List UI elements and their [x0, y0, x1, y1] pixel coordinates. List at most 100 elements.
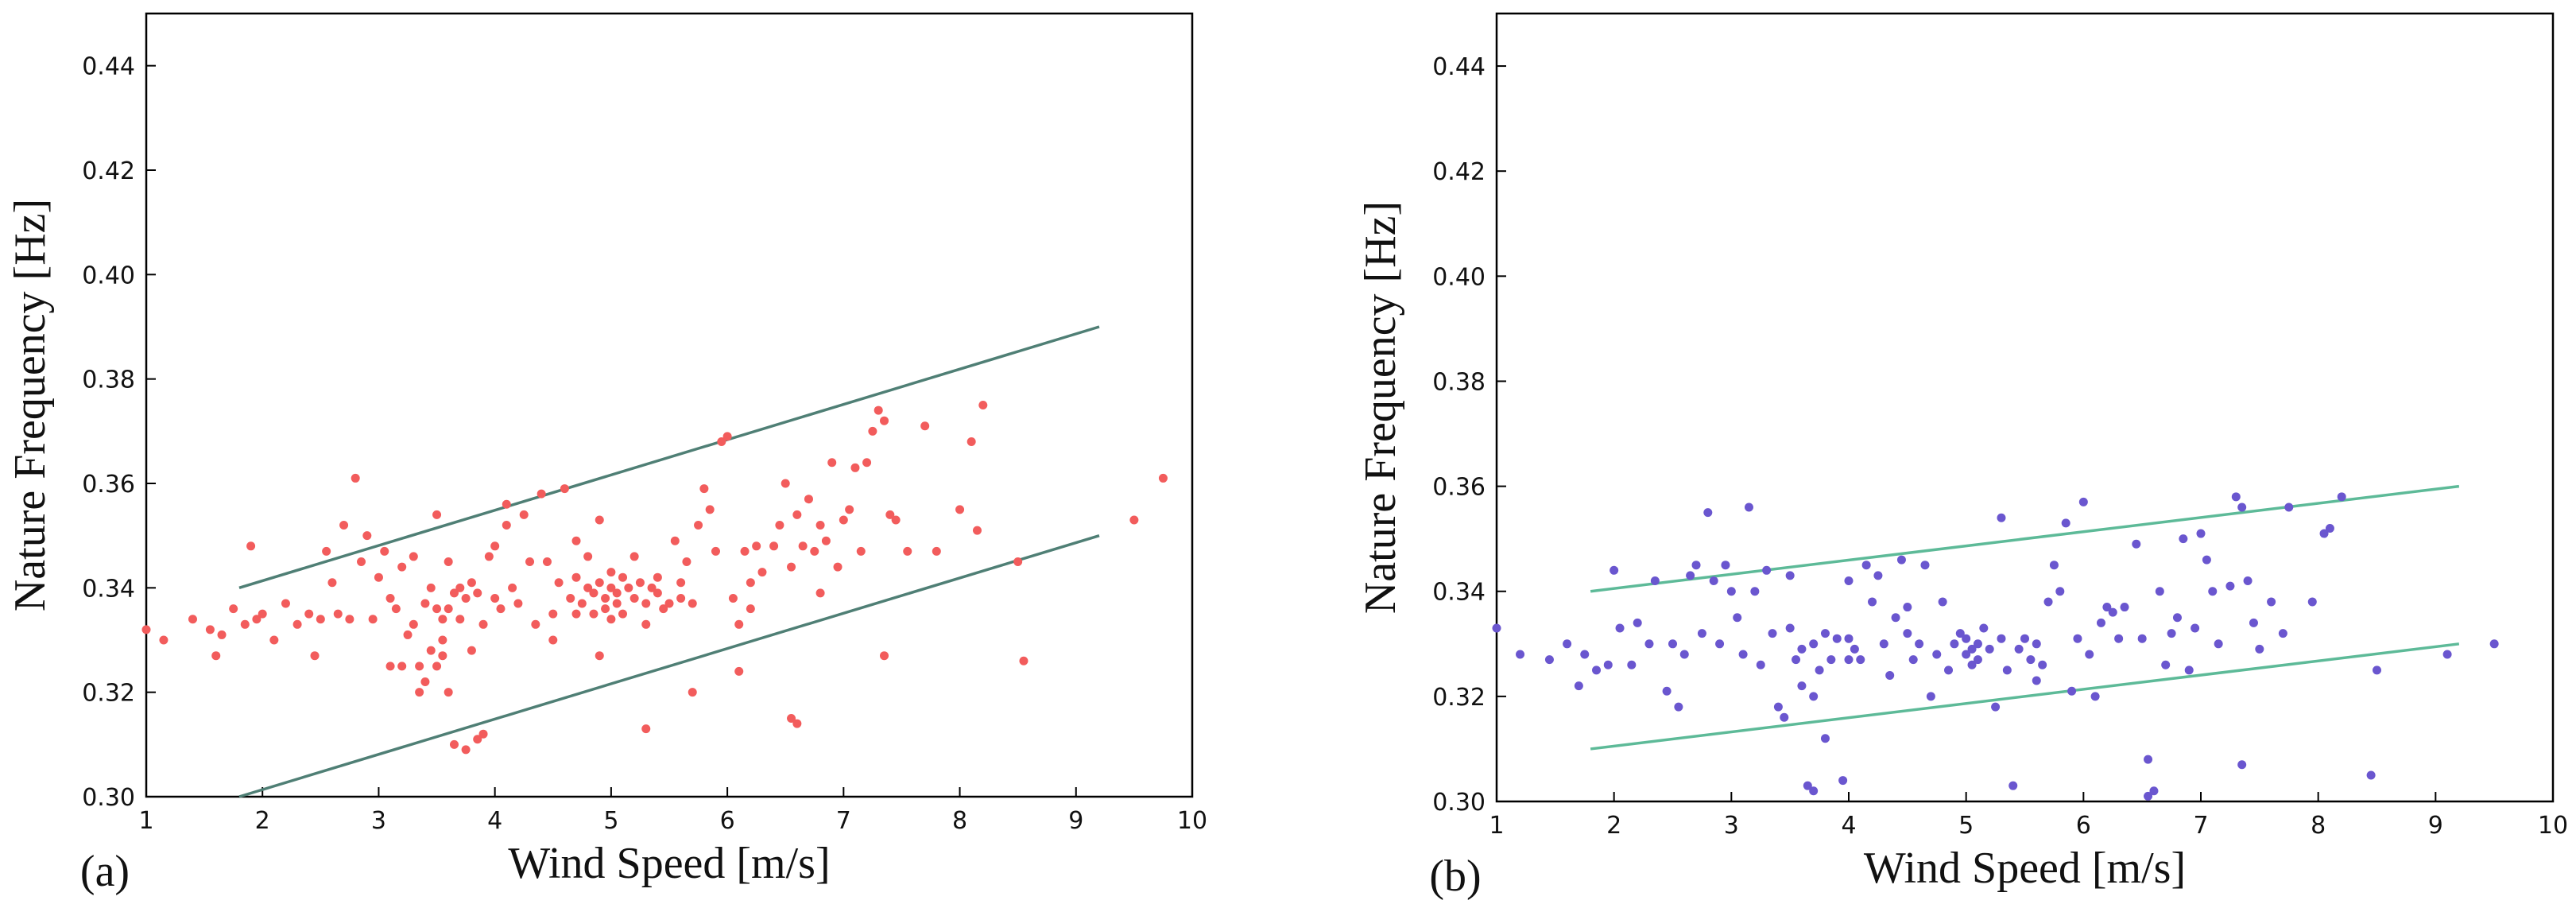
data-point: [2161, 660, 2171, 669]
data-point: [2167, 629, 2176, 638]
data-point: [629, 552, 639, 561]
data-point: [444, 688, 453, 697]
data-point: [2137, 634, 2147, 643]
data-point: [798, 541, 808, 551]
y-tick-label: 0.32: [82, 680, 135, 708]
data-point: [827, 458, 837, 468]
data-point: [444, 557, 453, 566]
data-point: [269, 635, 279, 645]
data-point: [1820, 734, 1830, 743]
data-point: [345, 615, 354, 624]
data-point: [473, 588, 482, 598]
data-point: [380, 546, 389, 556]
data-point: [2144, 755, 2153, 764]
data-point: [787, 562, 796, 572]
data-point: [508, 583, 517, 592]
data-point: [1809, 692, 1819, 701]
data-point: [513, 599, 523, 608]
data-point: [1721, 561, 1730, 570]
data-point: [1603, 660, 1613, 669]
x-tick-label: 2: [1606, 812, 1621, 840]
data-point: [1820, 629, 1830, 638]
data-point: [746, 604, 755, 614]
y-tick-label: 0.34: [1432, 579, 1486, 607]
data-point: [2179, 534, 2188, 544]
data-point: [391, 604, 401, 614]
data-point: [2067, 686, 2077, 696]
data-point: [1973, 655, 1982, 665]
data-point: [2196, 529, 2206, 538]
data-point: [1844, 655, 1854, 665]
data-point: [385, 593, 395, 603]
data-point: [490, 593, 500, 603]
data-point: [833, 562, 843, 572]
data-point: [815, 521, 825, 530]
data-point: [327, 578, 337, 588]
data-point: [362, 531, 372, 541]
panel-label: (a): [80, 847, 130, 896]
data-point: [1950, 639, 1959, 649]
data-point: [891, 515, 901, 525]
x-tick-label: 8: [2311, 812, 2326, 840]
data-point: [711, 546, 720, 556]
data-point: [601, 604, 610, 614]
data-point: [432, 510, 442, 519]
data-point: [734, 666, 744, 676]
data-point: [1838, 776, 1848, 786]
data-point: [1129, 515, 1139, 525]
data-point: [1019, 656, 1028, 665]
data-point: [2202, 555, 2211, 565]
data-point: [1991, 702, 2001, 712]
data-point: [2214, 639, 2223, 649]
data-point: [205, 625, 215, 634]
data-point: [2225, 581, 2235, 591]
data-point: [2002, 665, 2012, 675]
y-axis-label: Nature Frequency [Hz]: [1356, 201, 1405, 614]
x-axis-label: Wind Speed [m/s]: [1864, 844, 2186, 893]
data-point: [1679, 650, 1689, 659]
data-point: [409, 552, 418, 561]
x-tick-label: 7: [2193, 812, 2208, 840]
data-point: [1633, 618, 1642, 627]
data-point: [920, 421, 930, 431]
lower-bound-line: [238, 534, 1100, 798]
data-point: [246, 541, 256, 551]
data-point: [676, 578, 686, 588]
x-axis-label: Wind Speed [m/s]: [508, 839, 830, 888]
x-tick-label: 8: [952, 807, 967, 835]
data-point: [880, 416, 889, 425]
data-point: [432, 662, 442, 671]
data-point: [159, 635, 169, 645]
data-point: [781, 479, 790, 488]
data-point: [624, 583, 633, 592]
data-point: [1797, 681, 1807, 691]
data-point: [502, 521, 511, 530]
data-point: [2307, 597, 2317, 607]
data-point: [1967, 644, 1977, 654]
data-point: [1744, 503, 1753, 512]
data-point: [397, 562, 407, 572]
data-point: [141, 625, 151, 634]
data-point: [1686, 571, 1695, 580]
data-point: [1932, 650, 1942, 659]
data-point: [862, 458, 872, 468]
data-point: [304, 609, 314, 619]
data-point: [1844, 634, 1854, 643]
data-point: [1780, 712, 1789, 722]
x-tick-label: 4: [1841, 812, 1856, 840]
data-point: [1756, 660, 1765, 669]
data-point: [606, 568, 616, 577]
data-point: [397, 662, 407, 671]
data-point: [1868, 597, 1877, 607]
data-point: [1850, 644, 1859, 654]
data-point: [519, 510, 529, 519]
data-point: [1844, 576, 1854, 586]
data-point: [1574, 681, 1583, 691]
data-point: [1809, 639, 1819, 649]
data-point: [595, 651, 604, 661]
data-point: [467, 578, 476, 588]
data-point: [281, 599, 290, 608]
data-point: [554, 578, 564, 588]
data-point: [385, 662, 395, 671]
